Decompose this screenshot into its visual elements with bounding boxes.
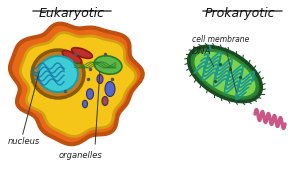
Ellipse shape — [62, 51, 82, 64]
Ellipse shape — [82, 100, 88, 108]
Ellipse shape — [38, 56, 78, 92]
Text: Prokaryotic: Prokaryotic — [205, 7, 275, 20]
Polygon shape — [10, 24, 143, 144]
Ellipse shape — [97, 75, 103, 83]
Ellipse shape — [189, 46, 261, 102]
Text: nucleus: nucleus — [8, 137, 40, 146]
Ellipse shape — [94, 56, 122, 74]
Polygon shape — [20, 33, 136, 137]
Ellipse shape — [86, 89, 94, 99]
Text: Eukaryotic: Eukaryotic — [39, 7, 105, 20]
Ellipse shape — [194, 51, 256, 98]
Ellipse shape — [32, 50, 84, 98]
Ellipse shape — [102, 96, 108, 105]
Text: cell membrane: cell membrane — [192, 34, 249, 43]
Ellipse shape — [72, 48, 92, 58]
Text: organelles: organelles — [58, 151, 102, 160]
Text: DNA: DNA — [192, 46, 212, 55]
Ellipse shape — [105, 81, 115, 96]
